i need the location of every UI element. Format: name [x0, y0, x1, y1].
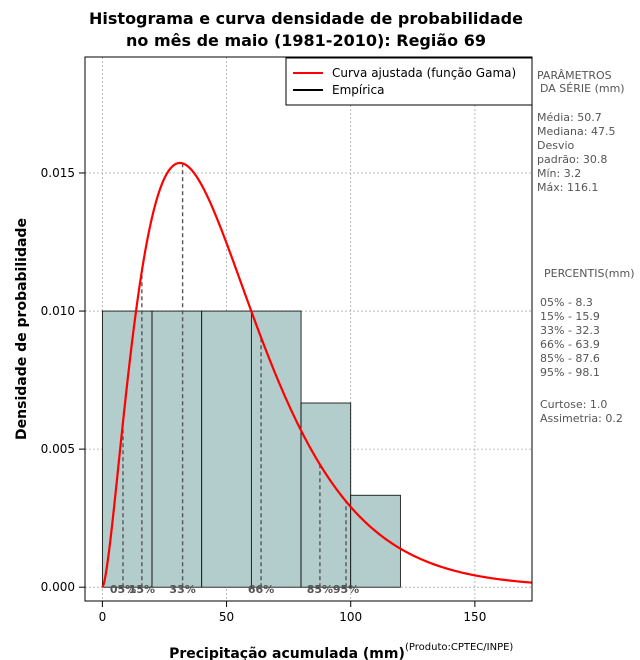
percentile-labels: 05%15% 33% 66% 85% 95% [110, 583, 359, 596]
param-min: Mín: 3.2 [537, 167, 581, 180]
percentil-85: 85% - 87.6 [540, 352, 600, 365]
stat-curtose: Curtose: 1.0 [540, 398, 607, 411]
param-desvio-1: Desvio [537, 139, 575, 152]
y-axis-label: Densidade de probabilidade [14, 218, 30, 440]
percentis-title: PERCENTIS(mm) [544, 267, 635, 280]
credit-label: (Produto:CPTEC/INPE) [405, 642, 513, 653]
side-panel: PARÂMETROS DA SÉRIE (mm) Média: 50.7 Med… [537, 69, 635, 425]
percentile-label-3: 66% [248, 583, 274, 596]
legend-box [285, 57, 533, 106]
histogram-bar-1 [151, 310, 203, 588]
histogram-bar-5 [350, 494, 401, 588]
percentil-66: 66% - 63.9 [540, 338, 600, 351]
params-title-1: PARÂMETROS [537, 69, 612, 82]
percentil-15: 15% - 15.9 [540, 310, 600, 323]
param-mediana: Mediana: 47.5 [537, 125, 615, 138]
y-tick-label-2: 0.010 [41, 304, 75, 318]
param-max: Máx: 116.1 [537, 181, 598, 194]
histogram-bar-2 [201, 310, 252, 588]
params-title-2: DA SÉRIE (mm) [540, 82, 625, 95]
gamma-curve [101, 161, 533, 588]
percentil-05: 05% - 8.3 [540, 296, 593, 309]
percentile-lines [122, 163, 347, 588]
plot-frame [84, 56, 533, 602]
chart-title-line1: Histograma e curva densidade de probabil… [89, 9, 523, 28]
x-tick-label-0: 0 [99, 610, 107, 624]
percentile-label-5: 95% [333, 583, 359, 596]
x-axis: 0 50 100 150 [99, 601, 486, 624]
histogram-bar-4 [300, 402, 352, 588]
param-media: Média: 50.7 [537, 111, 602, 124]
y-tick-label-1: 0.005 [41, 442, 75, 456]
legend: Curva ajustada (função Gama) Empírica [285, 57, 533, 106]
legend-label-fit: Curva ajustada (função Gama) [332, 66, 516, 80]
chart-title-line2: no mês de maio (1981-2010): Região 69 [126, 31, 486, 50]
y-tick-label-3: 0.015 [41, 166, 75, 180]
histogram-bars [101, 310, 401, 588]
gamma-curve-layer [101, 161, 533, 588]
x-tick-label-3: 150 [463, 610, 486, 624]
param-desvio-2: padrão: 30.8 [537, 153, 607, 166]
x-axis-label: Precipitação acumulada (mm) [169, 646, 405, 660]
percentil-33: 33% - 32.3 [540, 324, 600, 337]
stat-assimetria: Assimetria: 0.2 [540, 412, 623, 425]
percentile-label-2: 33% [169, 583, 195, 596]
x-tick-label-1: 50 [219, 610, 234, 624]
histogram-bar-3 [250, 310, 302, 588]
y-tick-label-0: 0.000 [41, 580, 75, 594]
percentile-label-1: 15% [129, 583, 155, 596]
percentil-95: 95% - 98.1 [540, 366, 600, 379]
percentile-label-4: 85% [307, 583, 333, 596]
y-axis: 0.000 0.005 0.010 0.015 [41, 166, 85, 594]
legend-label-empirical: Empírica [332, 83, 384, 97]
x-tick-label-2: 100 [339, 610, 362, 624]
percentile-label-0: 05% [110, 583, 136, 596]
